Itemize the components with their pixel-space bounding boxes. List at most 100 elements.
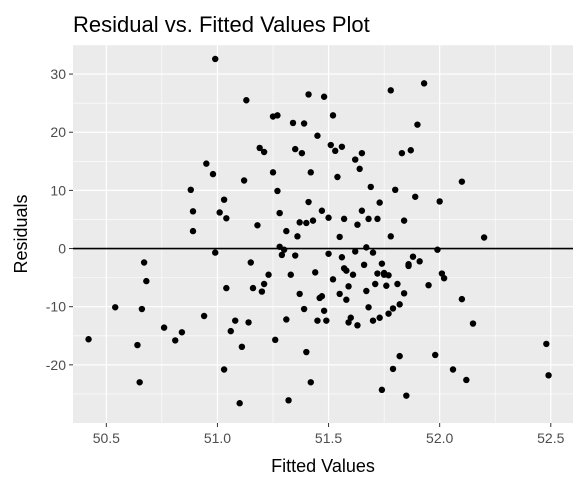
data-point (396, 301, 403, 308)
x-tick-label: 50.5 (93, 430, 120, 446)
data-point (256, 144, 263, 152)
data-point (223, 215, 230, 222)
data-point (309, 217, 317, 224)
data-point (238, 343, 246, 351)
minor-gridlines (73, 44, 573, 423)
data-point (189, 208, 197, 215)
data-point (249, 284, 257, 292)
data-point (287, 271, 294, 278)
data-point (216, 209, 223, 216)
data-point (338, 143, 346, 150)
data-point (265, 271, 272, 278)
data-point (254, 222, 261, 229)
data-point (138, 305, 146, 313)
data-point (305, 91, 312, 98)
data-point (320, 307, 328, 314)
data-point (383, 282, 390, 289)
data-point (356, 165, 363, 173)
x-axis-title: Fitted Values (271, 456, 375, 476)
data-point (296, 290, 303, 298)
data-point (376, 314, 383, 321)
data-point (323, 317, 330, 324)
data-point (414, 121, 421, 128)
data-point (136, 379, 143, 386)
data-point (374, 270, 381, 277)
data-point (209, 170, 217, 178)
data-point (389, 305, 397, 312)
data-point (220, 366, 228, 373)
data-point (425, 281, 432, 289)
data-point (283, 227, 290, 235)
data-point (545, 372, 552, 379)
data-point (272, 336, 279, 344)
data-point (312, 269, 319, 276)
data-point (407, 147, 414, 154)
data-point (134, 341, 141, 349)
data-point (480, 234, 488, 241)
data-point (436, 198, 443, 205)
data-point (336, 290, 343, 298)
data-point (243, 97, 250, 104)
data-point (247, 259, 254, 266)
data-point (387, 233, 394, 240)
data-point (307, 379, 314, 386)
data-point (458, 295, 466, 303)
data-point (303, 348, 310, 356)
data-point (318, 207, 326, 214)
data-point (400, 290, 408, 297)
data-point (212, 55, 219, 63)
data-point (189, 227, 197, 235)
data-point (349, 271, 357, 278)
data-point (85, 336, 92, 343)
data-point (343, 296, 350, 303)
data-point (432, 351, 439, 359)
data-point (405, 261, 412, 268)
data-point (329, 276, 337, 283)
y-tick-label: 30 (50, 66, 66, 82)
data-point (240, 177, 248, 184)
data-point (385, 272, 392, 279)
data-point (354, 221, 361, 228)
data-point (347, 314, 354, 321)
data-point (440, 274, 448, 282)
data-point (320, 93, 328, 100)
data-point (398, 149, 406, 157)
data-point (236, 400, 243, 407)
data-points (85, 55, 552, 407)
x-tick-label: 52.0 (426, 430, 453, 446)
data-point (292, 252, 299, 259)
x-tick-label: 51.0 (204, 430, 231, 446)
data-point (203, 160, 210, 167)
data-point (260, 148, 268, 156)
data-point (172, 337, 179, 344)
data-point (296, 219, 303, 226)
data-point (260, 280, 268, 288)
data-point (227, 327, 234, 335)
chart-title: Residual vs. Fitted Values Plot (73, 12, 370, 37)
data-point (385, 310, 392, 317)
data-point (363, 244, 370, 251)
data-point (280, 246, 288, 253)
data-point (343, 267, 350, 274)
data-point (387, 87, 394, 94)
data-point (278, 251, 286, 259)
data-point (400, 217, 408, 224)
data-point (543, 340, 550, 348)
data-point (360, 261, 368, 269)
data-point (458, 178, 466, 185)
data-point (374, 215, 381, 223)
data-point (318, 293, 326, 300)
data-point (332, 147, 339, 155)
data-point (187, 186, 194, 194)
data-point (367, 183, 374, 191)
data-point (160, 324, 168, 331)
data-point (258, 288, 266, 295)
data-point (220, 196, 228, 203)
data-point (358, 207, 366, 214)
data-point (378, 260, 386, 267)
data-point (140, 259, 148, 266)
data-point (305, 198, 312, 206)
data-point (276, 209, 283, 217)
data-point (369, 249, 377, 256)
